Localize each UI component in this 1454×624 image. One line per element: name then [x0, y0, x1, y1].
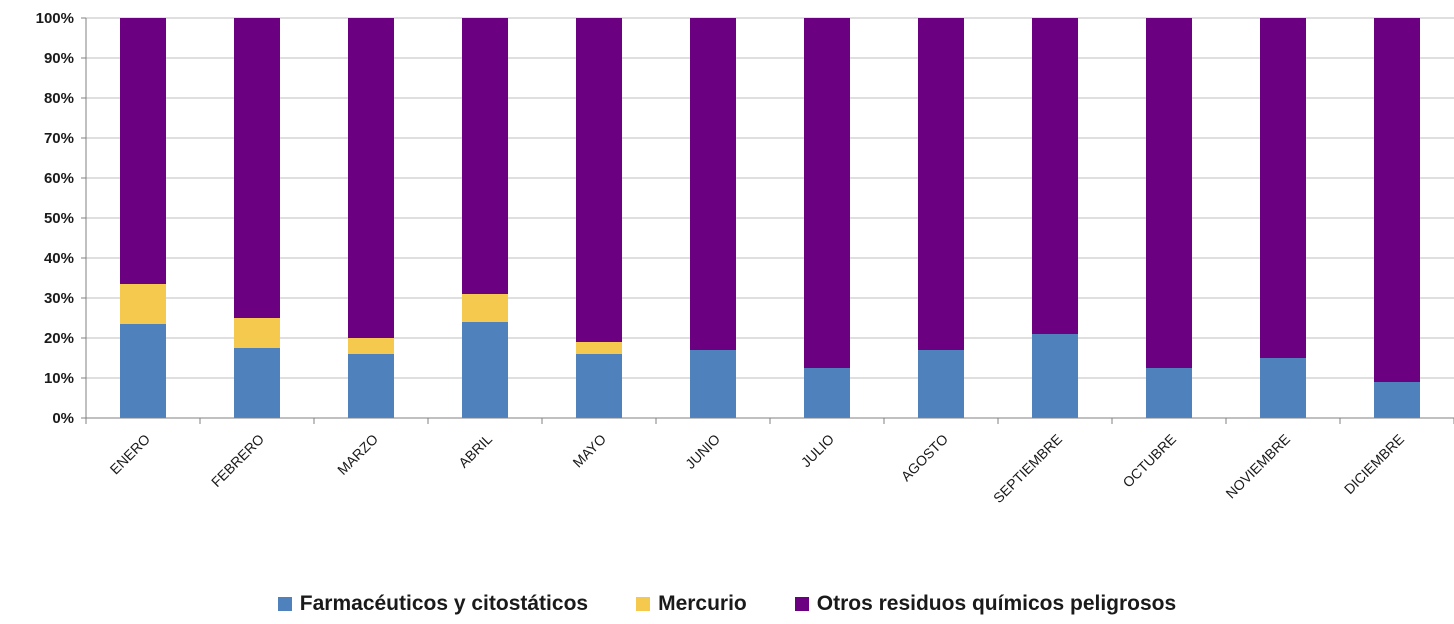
bar-segment-farmaceuticos — [234, 348, 280, 418]
x-category-label: MAYO — [569, 431, 609, 471]
y-tick-label: 40% — [44, 250, 74, 267]
x-category-label: ABRIL — [455, 431, 495, 471]
bar-segment-otros — [234, 18, 280, 318]
bar-segment-otros — [690, 18, 736, 350]
legend: Farmacéuticos y citostáticos Mercurio Ot… — [0, 592, 1454, 616]
stacked-bar-chart: 0% 10% 20% 30% 40% 50% 60% 70% 80% 90% 100% ENERO FE… — [36, 10, 1454, 506]
y-tick-label: 80% — [44, 90, 74, 107]
x-category-label: ENERO — [107, 431, 154, 478]
y-tick-label: 70% — [44, 130, 74, 147]
bar-segment-otros — [120, 18, 166, 284]
x-category-label: SEPTIEMBRE — [990, 431, 1065, 506]
x-category-label: AGOSTO — [898, 431, 952, 485]
bar-segment-farmaceuticos — [918, 350, 964, 418]
bar-segment-farmaceuticos — [120, 324, 166, 418]
y-tick-label: 100% — [36, 10, 74, 27]
bar-segment-otros — [462, 18, 508, 294]
bar-segment-farmaceuticos — [462, 322, 508, 418]
bar-segment-otros — [1260, 18, 1306, 358]
bar-segment-farmaceuticos — [1260, 358, 1306, 418]
legend-swatch-farmaceuticos — [277, 597, 292, 611]
bar-segment-mercurio — [348, 338, 394, 354]
y-tick-label: 0% — [52, 410, 74, 427]
x-category-label: MARZO — [334, 431, 381, 478]
bar-segment-farmaceuticos — [1146, 368, 1192, 418]
x-category-label: NOVIEMBRE — [1222, 431, 1293, 502]
legend-swatch-mercurio — [636, 597, 651, 611]
x-category-label: FEBRERO — [208, 431, 267, 490]
bar-segment-otros — [576, 18, 622, 342]
bar-segment-otros — [918, 18, 964, 350]
bar-segment-mercurio — [576, 342, 622, 354]
bar-segment-farmaceuticos — [576, 354, 622, 418]
legend-label-otros: Otros residuos químicos peligrosos — [816, 592, 1177, 615]
legend-label-mercurio: Mercurio — [658, 592, 747, 615]
legend-swatch-otros — [794, 597, 809, 611]
x-category-label: DICIEMBRE — [1341, 431, 1407, 497]
bar-segment-mercurio — [462, 294, 508, 322]
x-category-label: JUNIO — [682, 431, 723, 472]
y-tick-label: 30% — [44, 290, 74, 307]
x-category-label: OCTUBRE — [1119, 431, 1179, 491]
y-tick-label: 10% — [44, 370, 74, 387]
legend-item-otros: Otros residuos químicos peligrosos — [794, 592, 1177, 616]
bar-segment-otros — [804, 18, 850, 368]
bar-segment-farmaceuticos — [690, 350, 736, 418]
y-tick-label: 90% — [44, 50, 74, 67]
x-category-label: JULIO — [798, 431, 837, 470]
bar-segment-otros — [1374, 18, 1420, 382]
bar-segment-otros — [1032, 18, 1078, 334]
bar-segment-farmaceuticos — [1374, 382, 1420, 418]
y-tick-label: 20% — [44, 330, 74, 347]
legend-item-mercurio: Mercurio — [636, 592, 747, 616]
legend-item-farmaceuticos: Farmacéuticos y citostáticos — [277, 592, 589, 616]
bar-segment-otros — [348, 18, 394, 338]
bar-segment-mercurio — [120, 284, 166, 324]
bar-segment-farmaceuticos — [348, 354, 394, 418]
bar-segment-farmaceuticos — [804, 368, 850, 418]
bar-segment-farmaceuticos — [1032, 334, 1078, 418]
legend-label-farmaceuticos: Farmacéuticos y citostáticos — [299, 592, 589, 615]
bar-segment-mercurio — [234, 318, 280, 348]
bar-segment-otros — [1146, 18, 1192, 368]
y-tick-label: 60% — [44, 170, 74, 187]
y-tick-label: 50% — [44, 210, 74, 227]
